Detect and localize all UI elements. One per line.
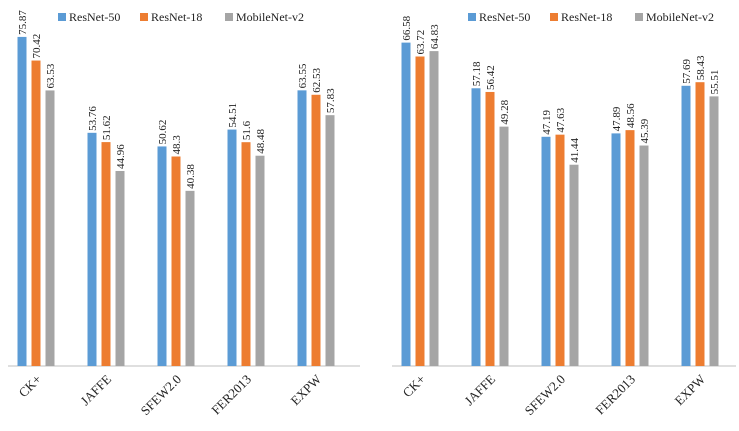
value-label: 47.89	[611, 106, 623, 131]
value-label: 75.87	[17, 10, 29, 35]
legend-swatch	[58, 13, 66, 21]
bar	[171, 156, 181, 366]
value-label: 51.6	[241, 120, 253, 140]
value-label: 57.83	[325, 88, 337, 113]
value-label: 47.19	[541, 110, 553, 135]
legend-label: ResNet-50	[69, 10, 120, 24]
bar	[17, 36, 27, 366]
x-tick-label: CK+	[16, 372, 45, 401]
x-tick-label: FER2013	[208, 372, 254, 418]
bar	[101, 142, 111, 366]
bar	[311, 94, 321, 366]
bar	[31, 60, 41, 366]
bar	[87, 132, 97, 366]
bar	[611, 133, 621, 366]
value-label: 63.55	[297, 63, 309, 88]
bar	[297, 90, 307, 367]
bar	[695, 82, 705, 366]
value-label: 58.43	[695, 55, 707, 80]
value-label: 56.42	[485, 65, 497, 90]
value-label: 55.51	[709, 70, 721, 95]
bar	[499, 126, 509, 366]
legend-swatch	[635, 13, 643, 21]
bar	[709, 96, 719, 366]
legend-swatch	[140, 13, 148, 21]
value-label: 50.62	[157, 120, 169, 145]
bar	[45, 90, 55, 366]
value-label: 57.69	[681, 59, 693, 84]
bar	[325, 115, 335, 366]
bar	[569, 164, 579, 366]
legend-label: ResNet-18	[151, 10, 202, 24]
value-label: 51.62	[101, 115, 113, 140]
bar	[471, 88, 481, 367]
legend-swatch	[225, 13, 233, 21]
value-label: 48.48	[255, 128, 267, 153]
legend-swatch	[468, 13, 476, 21]
x-tick-label: EXPW	[671, 371, 708, 408]
legend-swatch	[550, 13, 558, 21]
bar	[681, 85, 691, 366]
value-label: 63.53	[45, 63, 57, 88]
bar	[157, 146, 167, 366]
x-tick-label: CK+	[400, 372, 429, 401]
value-label: 47.63	[555, 107, 567, 132]
bar	[639, 145, 649, 366]
x-tick-label: EXPW	[287, 371, 324, 408]
bar	[401, 42, 411, 367]
bar	[429, 51, 439, 367]
value-label: 41.44	[569, 137, 581, 162]
value-label: 53.76	[87, 106, 99, 131]
legend-label: MobileNet-v2	[236, 10, 304, 24]
value-label: 63.72	[415, 30, 427, 55]
value-label: 48.3	[171, 135, 183, 155]
legend-label: ResNet-18	[561, 10, 612, 24]
bar	[115, 170, 125, 366]
legend-label: ResNet-50	[479, 10, 530, 24]
value-label: 49.28	[499, 99, 511, 124]
bar	[185, 190, 195, 366]
value-label: 62.53	[311, 68, 323, 93]
bar	[241, 142, 251, 366]
x-tick-label: FER2013	[592, 372, 638, 418]
x-tick-label: SFEW2.0	[522, 372, 569, 419]
x-tick-label: JAFFE	[77, 371, 114, 408]
bar	[227, 129, 237, 366]
value-label: 64.83	[429, 24, 441, 49]
bar	[415, 56, 425, 366]
bar	[555, 134, 565, 366]
bar	[485, 91, 495, 367]
legend-label: MobileNet-v2	[646, 10, 714, 24]
value-label: 44.96	[115, 144, 127, 169]
value-label: 45.39	[639, 118, 651, 143]
bar	[541, 136, 551, 366]
value-label: 40.38	[185, 164, 197, 189]
value-label: 57.18	[471, 61, 483, 86]
value-label: 48.56	[625, 103, 637, 128]
x-tick-label: JAFFE	[461, 371, 498, 408]
bar	[255, 155, 265, 366]
value-label: 70.42	[31, 34, 43, 59]
x-tick-label: SFEW2.0	[138, 372, 185, 419]
value-label: 54.51	[227, 103, 239, 128]
value-label: 66.58	[401, 15, 413, 40]
bar	[625, 130, 635, 366]
